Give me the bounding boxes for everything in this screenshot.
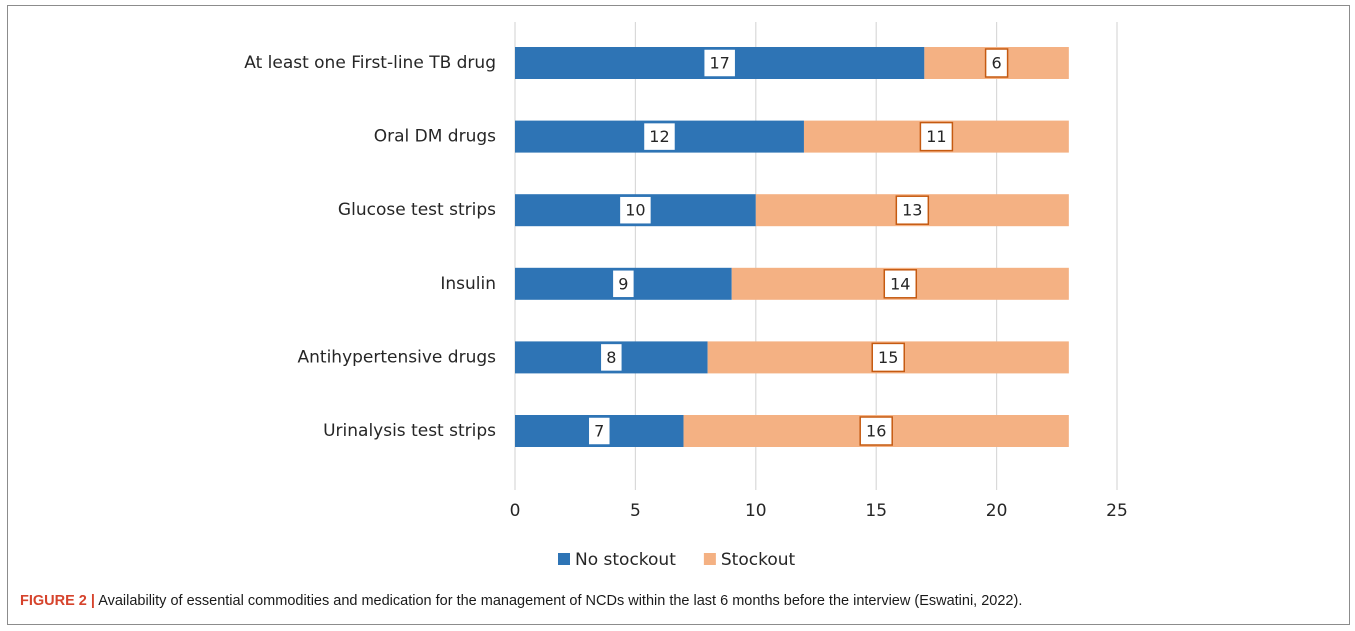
legend: No stockout Stockout [558,550,795,570]
data-label: 16 [866,422,886,441]
legend-swatch [558,553,570,565]
data-label-box [883,269,918,299]
data-label-box [618,195,653,225]
data-label: 17 [710,54,730,73]
data-label: 12 [649,127,669,146]
data-label: 6 [992,54,1002,73]
legend-label: No stockout [575,550,676,570]
data-label: 7 [594,422,604,441]
data-label-box [642,121,677,152]
x-tick-label: 20 [986,501,1008,521]
caption-label: FIGURE 2 | [20,593,95,609]
data-label-box [702,48,737,78]
x-tick-label: 25 [1106,501,1128,521]
x-tick-labels: 0 5 10 15 20 25 [510,501,1128,521]
data-label-box [599,342,624,373]
category-label: Antihypertensive drugs [298,347,497,367]
data-label: 11 [926,127,946,146]
data-label: 9 [618,274,628,293]
category-label: Insulin [440,274,496,294]
data-labels: 17 6 12 11 10 13 9 14 8 15 7 16 [587,48,1009,446]
caption-text: Availability of essential commodities an… [94,593,1023,609]
figure-caption: FIGURE 2 | Availability of essential com… [20,593,1340,609]
legend-swatch [703,553,716,565]
x-tick-label: 5 [630,501,641,521]
gridlines [514,22,1118,490]
legend-label: Stockout [721,550,796,570]
category-label: Urinalysis test strips [323,421,496,441]
data-label-box [871,342,905,373]
data-label-box [895,195,930,225]
data-label: 10 [625,201,645,220]
data-label: 14 [890,274,910,293]
stacked-bar-chart: 17 6 12 11 10 13 9 14 8 15 7 16 At least one First-… [244,22,1128,570]
category-label: Glucose test strips [338,200,496,220]
data-label: 15 [878,348,898,367]
figure-frame [7,5,1350,625]
category-label: At least one First-line TB drug [244,53,496,73]
bars [515,47,1069,447]
data-label-box [587,416,612,446]
data-label: 13 [902,201,922,220]
x-tick-label: 15 [865,501,887,521]
data-label: 8 [606,348,616,367]
data-label-box [919,121,954,152]
category-label: Oral DM drugs [374,127,496,147]
data-label-box [984,48,1009,78]
data-label-box [859,416,893,446]
data-label-box [611,269,636,299]
x-tick-label: 0 [510,501,521,521]
category-labels: At least one First-line TB drug Oral DM d… [244,53,496,441]
x-tick-label: 10 [745,501,767,521]
